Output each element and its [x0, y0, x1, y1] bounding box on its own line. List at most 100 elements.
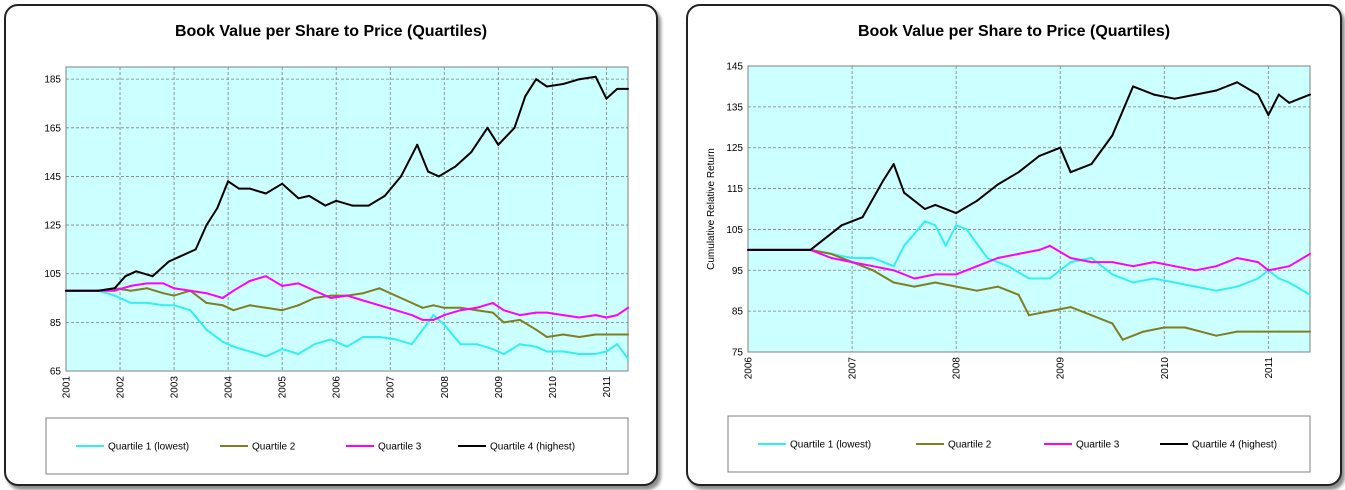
- data-point: [113, 289, 116, 292]
- legend-label: Quartile 4 (highest): [1192, 440, 1277, 451]
- data-point: [459, 309, 462, 312]
- data-point: [346, 345, 348, 348]
- data-point: [248, 187, 251, 190]
- series-line-2: [748, 248, 1310, 341]
- data-point: [335, 199, 338, 202]
- data-point: [996, 285, 999, 288]
- data-point: [281, 348, 284, 351]
- data-point: [934, 203, 937, 206]
- data-point: [1028, 314, 1030, 317]
- data-point: [871, 269, 874, 272]
- data-point: [383, 194, 386, 197]
- data-point: [535, 78, 538, 81]
- legend-label: Quartile 3: [1076, 440, 1120, 451]
- x-tick-label: 2006: [744, 357, 755, 380]
- data-point: [1236, 81, 1239, 84]
- data-point: [871, 265, 874, 268]
- plot-area: [65, 66, 629, 372]
- x-tick-label: 2007: [848, 357, 859, 380]
- data-point: [605, 350, 608, 353]
- data-point: [308, 194, 311, 197]
- data-point: [513, 126, 516, 129]
- data-point: [1257, 93, 1259, 96]
- data-point: [394, 294, 397, 297]
- data-point: [1111, 134, 1114, 137]
- data-point: [1017, 293, 1020, 296]
- data-point: [923, 220, 926, 223]
- x-tick-label: 2008: [440, 376, 451, 399]
- data-point: [840, 224, 843, 227]
- data-point: [1090, 261, 1093, 264]
- data-point: [1277, 277, 1280, 280]
- y-tick-label: 85: [50, 318, 62, 329]
- data-point: [264, 306, 267, 309]
- data-point: [1215, 334, 1218, 337]
- data-point: [1257, 330, 1259, 333]
- data-point: [378, 304, 381, 307]
- data-point: [162, 282, 165, 285]
- data-point: [903, 191, 906, 194]
- data-point: [248, 280, 251, 282]
- x-tick-label: 2010: [1160, 357, 1171, 380]
- y-tick-label: 165: [44, 123, 61, 134]
- x-tick-label: 2004: [224, 376, 235, 399]
- data-point: [545, 85, 548, 88]
- data-point: [421, 306, 424, 309]
- x-tick-label: 2009: [494, 376, 505, 399]
- data-point: [1038, 248, 1041, 251]
- x-tick-label: 2009: [1056, 357, 1067, 380]
- data-point: [329, 294, 332, 297]
- data-point: [578, 78, 581, 81]
- data-point: [1257, 277, 1259, 280]
- data-point: [189, 289, 192, 292]
- data-point: [535, 311, 538, 314]
- data-point: [1048, 244, 1051, 247]
- data-point: [162, 292, 165, 295]
- data-point: [1309, 93, 1311, 96]
- data-point: [1163, 326, 1166, 329]
- data-point: [1267, 269, 1270, 272]
- data-point: [297, 304, 300, 307]
- data-point: [362, 292, 365, 295]
- data-point: [1257, 261, 1259, 264]
- data-point: [486, 126, 489, 129]
- y-tick-label: 105: [44, 269, 61, 280]
- data-point: [627, 306, 629, 309]
- data-point: [1309, 252, 1311, 255]
- data-point: [416, 143, 419, 146]
- data-point: [996, 183, 999, 186]
- data-point: [518, 343, 521, 346]
- data-point: [861, 216, 864, 219]
- data-point: [329, 338, 332, 341]
- data-point: [934, 224, 937, 227]
- data-point: [410, 314, 413, 317]
- data-point: [627, 333, 629, 336]
- legend-label: Quartile 1 (lowest): [108, 442, 189, 453]
- data-point: [616, 343, 619, 346]
- data-point: [470, 151, 473, 154]
- x-tick-label: 2011: [602, 376, 613, 398]
- data-point: [518, 318, 521, 321]
- data-point: [1236, 257, 1239, 259]
- data-point: [955, 224, 958, 227]
- data-point: [491, 301, 494, 304]
- x-tick-label: 2006: [332, 376, 343, 399]
- data-point: [1132, 265, 1135, 268]
- data-point: [313, 297, 316, 299]
- plot-area: [747, 65, 1311, 353]
- data-point: [892, 281, 895, 284]
- data-point: [1194, 93, 1197, 96]
- data-point: [871, 257, 874, 259]
- data-point: [1038, 154, 1041, 157]
- data-point: [475, 343, 478, 346]
- data-point: [264, 355, 267, 358]
- data-point: [432, 314, 435, 317]
- data-point: [427, 170, 430, 173]
- data-point: [1121, 338, 1124, 341]
- data-point: [955, 273, 958, 276]
- data-point: [594, 75, 597, 78]
- data-point: [173, 304, 176, 307]
- data-point: [135, 270, 138, 273]
- data-point: [605, 333, 608, 336]
- data-point: [892, 269, 895, 272]
